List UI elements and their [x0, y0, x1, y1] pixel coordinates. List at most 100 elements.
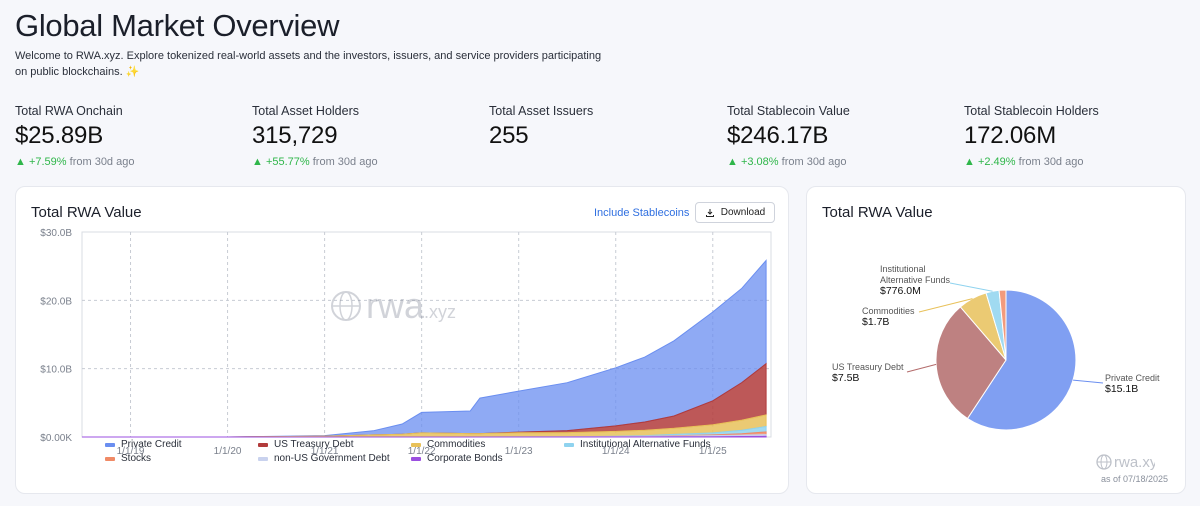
- legend-label: Institutional Alternative Funds: [580, 439, 711, 450]
- pie-leader-line: [906, 363, 937, 373]
- stat-change: ▲ +2.49% from 30d ago: [964, 156, 1194, 168]
- pie-leader-line: [918, 298, 973, 313]
- x-tick-label: 1/1/21: [311, 446, 339, 457]
- legend-private-credit[interactable]: Private Credit: [105, 439, 182, 450]
- legend-swatch: [411, 456, 421, 461]
- pie-label-commodities: Commodities $1.7B: [862, 306, 915, 328]
- pie-label-name: Commodities: [862, 306, 915, 316]
- stat-change: ▲ +3.08% from 30d ago: [727, 156, 957, 168]
- stat-change-suffix: from 30d ago: [1018, 156, 1084, 168]
- legend-corporate-bonds[interactable]: Corporate Bonds: [411, 453, 503, 464]
- pie-chart-card: Total RWA Value Institutional Alternativ…: [806, 186, 1186, 494]
- rwa-watermark: rwa.xyz: [331, 285, 456, 326]
- stat-label: Total RWA Onchain: [15, 104, 123, 118]
- stat-change-value: +2.49%: [977, 156, 1016, 168]
- legend-swatch: [258, 442, 268, 447]
- stat-label: Total Stablecoin Value: [727, 104, 850, 118]
- stat-change-suffix: from 30d ago: [312, 156, 378, 168]
- area-series-0[interactable]: [82, 259, 767, 438]
- legend-institutional[interactable]: Institutional Alternative Funds: [564, 439, 711, 450]
- area-card-title: Total RWA Value: [31, 204, 142, 221]
- as-of-date: as of 07/18/2025: [1101, 474, 1169, 484]
- pie-leader-line: [1073, 379, 1104, 384]
- pie-leader-line: [949, 282, 993, 292]
- watermark-text: rwa.xyz: [366, 285, 456, 326]
- page-title: Global Market Overview: [15, 8, 340, 43]
- pie-label-institutional: Institutional Alternative Funds $776.0M: [880, 264, 960, 297]
- pie-chart: [906, 282, 1104, 431]
- stat-asset-issuers: Total Asset Issuers 255: [489, 104, 719, 150]
- legend-label: non-US Government Debt: [274, 453, 390, 464]
- legend-label: US Treasury Debt: [274, 439, 354, 450]
- stat-label: Total Asset Issuers: [489, 104, 594, 118]
- pie-label-value: $7.5B: [832, 372, 860, 384]
- stat-asset-holders: Total Asset Holders 315,729 ▲ +55.77% fr…: [252, 104, 482, 168]
- x-tick-label: 1/1/20: [214, 446, 242, 457]
- legend-swatch: [564, 442, 574, 447]
- up-arrow-icon: ▲: [15, 156, 26, 168]
- stat-change-value: +3.08%: [740, 156, 779, 168]
- y-tick-label: $30.0B: [40, 228, 72, 239]
- pie-label-name: Private Credit: [1105, 373, 1160, 383]
- stat-change: ▲ +55.77% from 30d ago: [252, 156, 482, 168]
- pie-label-value: $15.1B: [1105, 383, 1139, 395]
- download-label: Download: [720, 207, 766, 218]
- legend-swatch: [105, 442, 115, 447]
- pie-slice-4[interactable]: [998, 289, 1007, 361]
- stat-change-value: +7.59%: [28, 156, 67, 168]
- y-tick-label: $20.0B: [40, 296, 72, 307]
- pie-label-name: US Treasury Debt: [832, 362, 904, 372]
- x-tick-label: 1/1/23: [505, 446, 533, 457]
- stat-change: ▲ +7.59% from 30d ago: [15, 156, 245, 168]
- y-tick-label: $0.00K: [40, 433, 72, 444]
- area-chart-card: Total RWA Value Include Stablecoins Down…: [15, 186, 789, 494]
- stat-value: 315,729: [252, 122, 338, 149]
- pie-label-name: Institutional Alternative Funds: [880, 264, 951, 285]
- pie-label-private-credit: Private Credit $15.1B: [1105, 373, 1160, 395]
- legend-label: Private Credit: [121, 439, 182, 450]
- x-tick-label: 1/1/24: [602, 446, 630, 457]
- pie-label-value: $1.7B: [862, 316, 890, 328]
- area-series-6[interactable]: [82, 435, 767, 438]
- page-subtitle: Welcome to RWA.xyz. Explore tokenized re…: [15, 50, 602, 78]
- stat-value: $246.17B: [727, 122, 829, 149]
- stat-value: $25.89B: [15, 122, 104, 149]
- pie-slice-1[interactable]: [935, 306, 1007, 420]
- up-arrow-icon: ▲: [964, 156, 975, 168]
- stat-change-value: +55.77%: [265, 156, 310, 168]
- legend-us-treasury[interactable]: US Treasury Debt: [258, 439, 353, 450]
- stat-total-rwa: Total RWA Onchain $25.89B ▲ +7.59% from …: [15, 104, 245, 168]
- legend-swatch: [105, 456, 115, 461]
- pie-slice-0[interactable]: [966, 289, 1077, 431]
- legend-stocks[interactable]: Stocks: [105, 453, 151, 464]
- up-arrow-icon: ▲: [252, 156, 263, 168]
- download-button[interactable]: Download: [695, 202, 775, 223]
- stat-label: Total Asset Holders: [252, 104, 359, 118]
- area-legend: Private Credit US Treasury Debt Commodit…: [16, 437, 788, 477]
- stat-stablecoin-holders: Total Stablecoin Holders 172.06M ▲ +2.49…: [964, 104, 1194, 168]
- legend-swatch: [258, 456, 268, 461]
- stat-change-suffix: from 30d ago: [69, 156, 135, 168]
- stat-change-suffix: from 30d ago: [781, 156, 847, 168]
- pie-card-title: Total RWA Value: [822, 204, 933, 221]
- stat-label: Total Stablecoin Holders: [964, 104, 1099, 118]
- legend-label: Commodities: [427, 439, 486, 450]
- legend-commodities[interactable]: Commodities: [411, 439, 485, 450]
- x-tick-label: 1/1/19: [117, 446, 145, 457]
- y-tick-label: $10.0B: [40, 365, 72, 376]
- legend-non-us-gov[interactable]: non-US Government Debt: [258, 453, 390, 464]
- x-tick-label: 1/1/22: [408, 446, 436, 457]
- pie-label-value: $776.0M: [880, 285, 921, 297]
- x-tick-label: 1/1/25: [699, 446, 727, 457]
- include-stablecoins-link[interactable]: Include Stablecoins: [594, 207, 690, 219]
- pie-watermark-text: rwa.xyz: [1114, 454, 1155, 471]
- legend-swatch: [411, 442, 421, 447]
- up-arrow-icon: ▲: [727, 156, 738, 168]
- stat-value: 172.06M: [964, 122, 1056, 149]
- area-chart: $0.00K $10.0B $20.0B $30.0B 1/1/19 1/1/20 1/1/…: [40, 228, 772, 457]
- pie-watermark: rwa.xyz: [1096, 454, 1155, 471]
- legend-label: Stocks: [121, 453, 152, 464]
- stat-value: 255: [489, 122, 529, 149]
- legend-label: Corporate Bonds: [427, 453, 503, 464]
- download-icon: [705, 208, 714, 217]
